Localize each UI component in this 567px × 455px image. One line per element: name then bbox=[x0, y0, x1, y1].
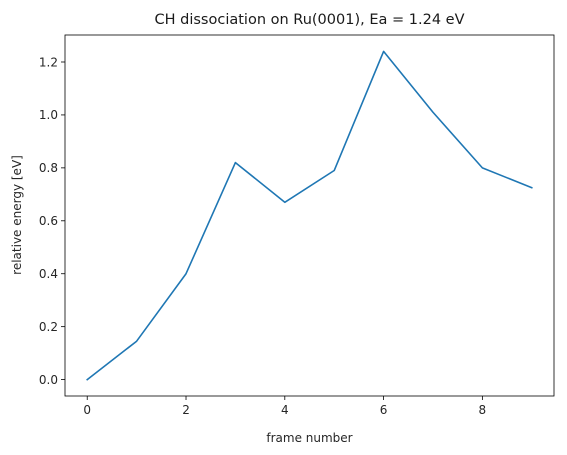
y-tick-label: 1.2 bbox=[39, 55, 58, 69]
x-axis-label: frame number bbox=[266, 431, 352, 445]
y-tick-label: 1.0 bbox=[39, 108, 58, 122]
y-tick-label: 0.2 bbox=[39, 320, 58, 334]
y-tick-label: 0.4 bbox=[39, 267, 58, 281]
plot-area: 0 2 4 6 8 0.0 0.2 0.4 0.6 0.8 1.0 1.2 bbox=[39, 34, 555, 417]
y-tick-label: 0.6 bbox=[39, 214, 58, 228]
x-tick-label: 6 bbox=[380, 403, 388, 417]
y-tick-label: 0.0 bbox=[39, 373, 58, 387]
chart-title: CH dissociation on Ru(0001), Ea = 1.24 e… bbox=[155, 12, 465, 28]
axes-frame bbox=[64, 34, 555, 397]
y-tick-label: 0.8 bbox=[39, 161, 58, 175]
series-line-0 bbox=[86, 50, 533, 381]
y-axis-label: relative energy [eV] bbox=[10, 155, 24, 275]
x-tick-label: 2 bbox=[182, 403, 190, 417]
x-tick-label: 0 bbox=[83, 403, 91, 417]
x-tick-label: 8 bbox=[479, 403, 487, 417]
x-tick-label: 4 bbox=[281, 403, 289, 417]
